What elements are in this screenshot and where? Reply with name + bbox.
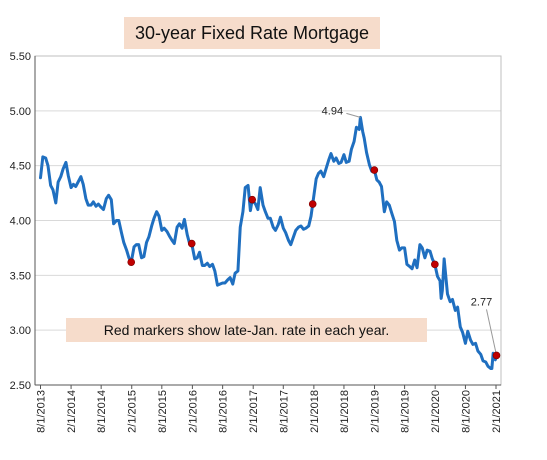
annotation-label: 4.94 xyxy=(322,105,343,117)
y-tick-label: 3.00 xyxy=(10,325,31,337)
y-tick-label: 5.00 xyxy=(10,106,31,118)
x-tick-label: 2/1/2018 xyxy=(309,390,321,433)
late-jan-marker xyxy=(370,166,379,174)
y-tick-label: 3.50 xyxy=(10,270,31,282)
late-jan-marker xyxy=(187,239,196,248)
x-tick-label: 2/1/2019 xyxy=(370,390,382,433)
chart-title: 30-year Fixed Rate Mortgage xyxy=(124,17,380,49)
x-tick-label: 8/1/2013 xyxy=(36,390,48,433)
y-tick-label: 4.00 xyxy=(10,216,31,228)
x-tick-label: 8/1/2014 xyxy=(96,390,108,433)
chart-note-text: Red markers show late-Jan. rate in each … xyxy=(103,322,390,338)
late-jan-marker xyxy=(492,351,501,360)
x-tick-label: 2/1/2021 xyxy=(491,390,503,433)
x-tick-label: 2/1/2020 xyxy=(430,390,442,433)
annotation-label: 2.77 xyxy=(471,296,492,308)
x-tick-label: 8/1/2018 xyxy=(339,390,351,433)
x-tick-label: 2/1/2016 xyxy=(187,390,199,433)
late-jan-marker xyxy=(248,195,257,204)
y-tick-label: 4.50 xyxy=(10,161,31,173)
late-jan-marker xyxy=(308,200,317,208)
late-jan-marker xyxy=(431,260,439,269)
late-jan-marker xyxy=(127,258,136,266)
x-tick-label: 8/1/2020 xyxy=(460,390,472,433)
annotation-leader xyxy=(486,309,497,356)
series-line xyxy=(39,115,498,371)
x-tick-label: 8/1/2017 xyxy=(278,390,290,433)
annotation-leader xyxy=(346,112,361,118)
x-tick-label: 8/1/2019 xyxy=(400,390,412,433)
x-tick-label: 2/1/2015 xyxy=(127,390,139,433)
x-tick-label: 2/1/2014 xyxy=(66,390,78,433)
chart-note: Red markers show late-Jan. rate in each … xyxy=(66,318,427,342)
x-tick-label: 8/1/2016 xyxy=(218,390,230,433)
x-tick-label: 8/1/2015 xyxy=(157,390,169,433)
y-tick-label: 5.50 xyxy=(10,51,31,63)
y-tick-label: 2.50 xyxy=(10,380,31,392)
x-tick-label: 2/1/2017 xyxy=(248,390,260,433)
chart-title-text: 30-year Fixed Rate Mortgage xyxy=(134,22,370,43)
